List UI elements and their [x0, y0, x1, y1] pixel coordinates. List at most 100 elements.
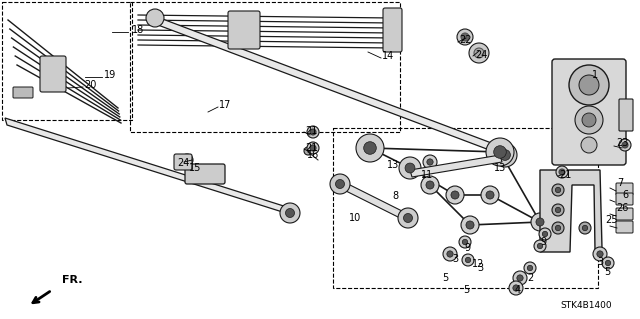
FancyBboxPatch shape — [174, 154, 192, 170]
Circle shape — [493, 146, 506, 158]
Circle shape — [524, 262, 536, 274]
Circle shape — [285, 209, 294, 218]
Circle shape — [500, 150, 511, 160]
Text: 3: 3 — [597, 257, 603, 267]
Circle shape — [459, 236, 471, 248]
Text: 21: 21 — [559, 170, 571, 180]
FancyBboxPatch shape — [13, 87, 33, 98]
FancyBboxPatch shape — [616, 193, 633, 205]
Text: 18: 18 — [132, 25, 144, 35]
Circle shape — [403, 213, 413, 222]
Circle shape — [466, 221, 474, 229]
Text: 25: 25 — [605, 215, 618, 225]
Circle shape — [486, 138, 514, 166]
Text: 6: 6 — [622, 190, 628, 200]
Circle shape — [481, 186, 499, 204]
Text: 8: 8 — [392, 191, 398, 201]
Text: 15: 15 — [189, 163, 201, 173]
Circle shape — [181, 154, 193, 166]
Circle shape — [513, 271, 527, 285]
Circle shape — [619, 139, 631, 151]
Circle shape — [462, 254, 474, 266]
Circle shape — [552, 204, 564, 216]
Circle shape — [605, 260, 611, 266]
FancyBboxPatch shape — [616, 208, 633, 220]
FancyBboxPatch shape — [383, 8, 402, 52]
Circle shape — [552, 184, 564, 196]
Text: 24: 24 — [475, 50, 487, 60]
FancyBboxPatch shape — [619, 99, 633, 131]
Circle shape — [461, 33, 469, 41]
Polygon shape — [338, 180, 410, 222]
Text: 3: 3 — [452, 254, 458, 264]
Circle shape — [542, 231, 548, 237]
Circle shape — [527, 265, 532, 271]
Circle shape — [443, 247, 457, 261]
Circle shape — [335, 180, 344, 189]
Text: 23: 23 — [616, 138, 628, 148]
Text: 5: 5 — [442, 273, 448, 283]
Circle shape — [582, 113, 596, 127]
Circle shape — [451, 191, 459, 199]
Text: 19: 19 — [104, 70, 116, 80]
Circle shape — [48, 63, 58, 73]
Circle shape — [310, 145, 316, 151]
Circle shape — [447, 251, 453, 257]
Circle shape — [581, 137, 597, 153]
Text: 24: 24 — [177, 158, 189, 168]
Text: 10: 10 — [349, 213, 361, 223]
Polygon shape — [540, 170, 602, 252]
Bar — [333, 128, 598, 288]
Circle shape — [539, 228, 551, 240]
Text: 22: 22 — [459, 35, 471, 45]
Text: 14: 14 — [382, 51, 394, 61]
Text: 12: 12 — [472, 259, 484, 269]
FancyBboxPatch shape — [616, 221, 633, 233]
Circle shape — [398, 208, 418, 228]
FancyBboxPatch shape — [185, 164, 225, 184]
Text: 9: 9 — [464, 243, 470, 253]
Text: 17: 17 — [219, 100, 231, 110]
Text: 1: 1 — [592, 70, 598, 80]
Text: 2: 2 — [527, 273, 533, 283]
FancyBboxPatch shape — [40, 56, 66, 92]
Circle shape — [356, 134, 384, 162]
Circle shape — [536, 218, 544, 226]
Circle shape — [421, 176, 439, 194]
Text: 13: 13 — [387, 160, 399, 170]
Circle shape — [538, 243, 543, 249]
Circle shape — [513, 285, 519, 291]
Circle shape — [330, 174, 350, 194]
Circle shape — [405, 163, 415, 173]
Circle shape — [280, 203, 300, 223]
Circle shape — [552, 222, 564, 234]
Circle shape — [531, 213, 549, 231]
Circle shape — [198, 167, 212, 181]
Text: 5: 5 — [463, 285, 469, 295]
Circle shape — [556, 187, 561, 193]
Circle shape — [469, 43, 489, 63]
Circle shape — [559, 169, 565, 175]
Text: 26: 26 — [616, 203, 628, 213]
Circle shape — [597, 251, 603, 257]
Circle shape — [579, 222, 591, 234]
FancyBboxPatch shape — [228, 11, 260, 49]
Circle shape — [534, 240, 546, 252]
Circle shape — [556, 207, 561, 213]
Circle shape — [493, 143, 517, 167]
Circle shape — [556, 166, 568, 178]
Text: STK4B1400: STK4B1400 — [560, 300, 612, 309]
Circle shape — [457, 29, 473, 45]
Circle shape — [238, 22, 250, 34]
Circle shape — [622, 142, 628, 148]
Circle shape — [399, 157, 421, 179]
Text: 21: 21 — [305, 143, 317, 153]
Text: 7: 7 — [617, 178, 623, 188]
Circle shape — [569, 65, 609, 105]
Circle shape — [423, 155, 437, 169]
Circle shape — [146, 9, 164, 27]
Circle shape — [446, 186, 464, 204]
Circle shape — [307, 142, 319, 154]
Circle shape — [310, 129, 316, 135]
Circle shape — [427, 159, 433, 165]
